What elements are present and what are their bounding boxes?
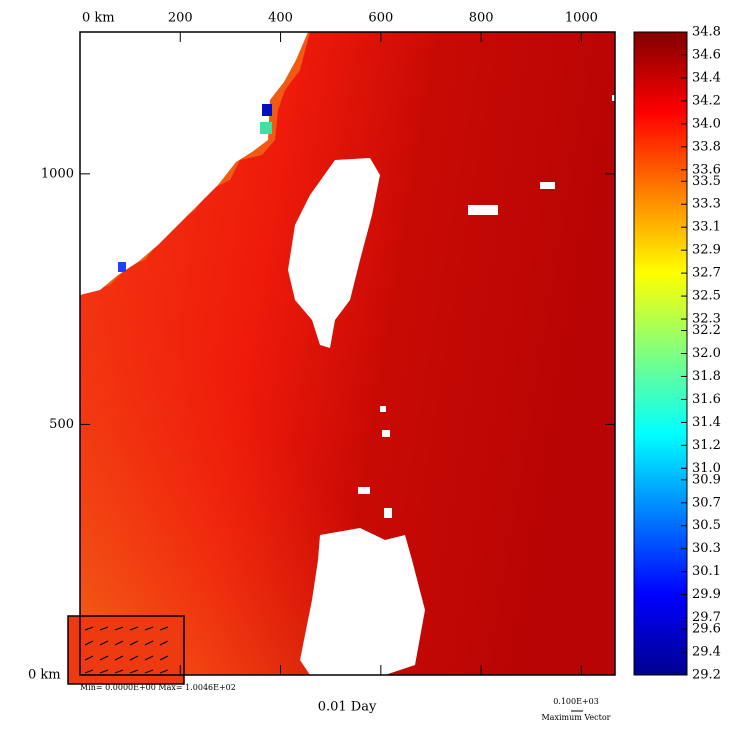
y-tick-label: 500	[49, 417, 74, 432]
colorbar-tick-label: 31.8	[692, 369, 721, 384]
colorbar-tick-label: 32.5	[692, 289, 721, 304]
colorbar-tick-label: 32.9	[692, 243, 721, 258]
colorbar-tick-label: 30.3	[692, 541, 721, 556]
x-tick-label: 600	[368, 11, 393, 26]
y-tick-label: 0 km	[28, 668, 61, 683]
chart-title: 0.01 Day	[318, 700, 377, 715]
colorbar-tick-label: 34.6	[692, 47, 721, 62]
colorbar-tick-label: 30.7	[692, 495, 721, 510]
colorbar-tick-label: 29.4	[692, 645, 721, 660]
map	[67, 31, 616, 685]
colorbar-tick-label: 34.2	[692, 93, 721, 108]
colorbar	[633, 31, 688, 676]
colorbar-tick-label: 31.6	[692, 392, 721, 407]
min-max-annotation: Min= 0.0000E+00 Max= 1.0046E+02	[80, 683, 236, 692]
vector-label: Maximum Vector	[541, 713, 610, 722]
colorbar-tick-label: 33.5	[692, 174, 721, 189]
colorbar-tick-label: 30.5	[692, 518, 721, 533]
colorbar-tick-label: 29.6	[692, 622, 721, 637]
colorbar-tick-label: 31.4	[692, 415, 721, 430]
vector-scale: 0.100E+03	[553, 697, 599, 706]
x-tick-label: 1000	[565, 11, 598, 26]
colorbar-tick-label: 34.0	[692, 116, 721, 131]
colorbar-tick-label: 33.6	[692, 162, 721, 177]
colorbar-tick-label: 31.0	[692, 461, 721, 476]
colorbar-tick-label: 32.3	[692, 312, 721, 327]
colorbar-tick-label: 29.7	[692, 610, 721, 625]
colorbar-tick-label: 29.9	[692, 587, 721, 602]
colorbar-tick-label: 34.4	[692, 70, 721, 85]
colorbar-tick-label: 33.8	[692, 139, 721, 154]
colorbar-tick-label: 30.9	[692, 472, 721, 487]
colorbar-tick-label: 32.7	[692, 266, 721, 281]
x-tick-label: 400	[268, 11, 293, 26]
colorbar-tick-label: 30.1	[692, 564, 721, 579]
colorbar-tick-label: 34.8	[692, 25, 721, 40]
y-tick-label: 1000	[41, 166, 74, 181]
x-tick-label: 200	[168, 11, 193, 26]
colorbar-tick-label: 32.0	[692, 346, 721, 361]
colorbar-tick-label: 31.2	[692, 438, 721, 453]
x-tick-label: 800	[469, 11, 494, 26]
colorbar-tick-label: 33.1	[692, 220, 721, 235]
colorbar-tick-label: 33.3	[692, 197, 721, 212]
colorbar-tick-label: 32.2	[692, 323, 721, 338]
x-tick-label: 0 km	[82, 11, 115, 26]
colorbar-tick-label: 29.2	[692, 668, 721, 683]
